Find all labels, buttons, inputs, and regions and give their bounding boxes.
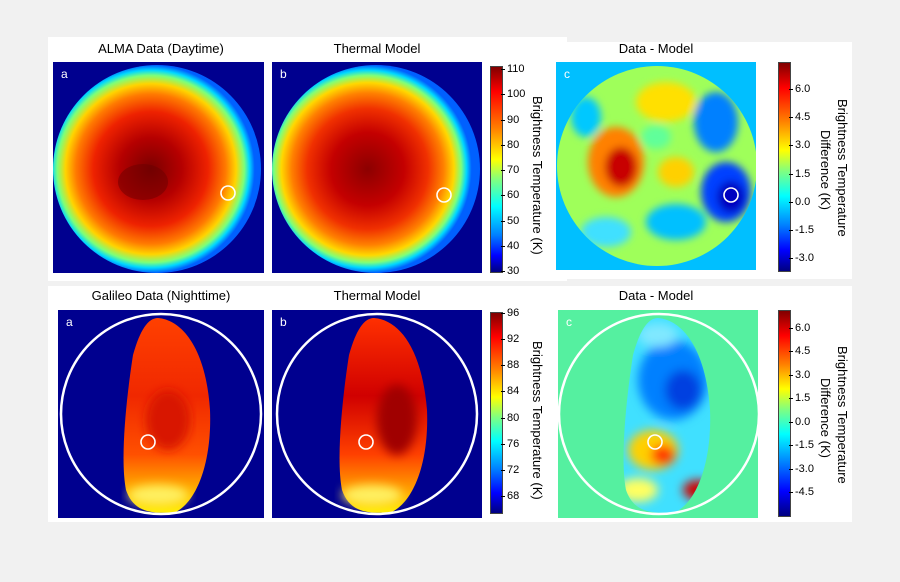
bottom-colorbar-temperature-tickmark	[501, 313, 505, 314]
bottom-colorbar-difference-tickmark	[789, 468, 793, 470]
bottom-panel-a-label: a	[66, 315, 73, 329]
bottom-panel-b-model-map: b	[272, 310, 482, 518]
top-colorbar-temperature-tick-label: 100	[507, 88, 526, 101]
top-panel-b-label: b	[280, 67, 287, 81]
top-colorbar-difference-tickmark	[789, 89, 793, 90]
bottom-colorbar-difference-tick-label: 6.0	[795, 322, 811, 334]
top-colorbar-temperature-tickmark	[501, 69, 505, 70]
bottom-colorbar-difference-tick-label: 0.0	[795, 415, 811, 428]
top-panel-a-alma-map: a	[53, 62, 264, 273]
top-colorbar-temperature-tickmark	[501, 144, 505, 146]
top-colorbar-temperature-tickmark	[501, 195, 505, 197]
top-colorbar-temperature-tickmark	[501, 94, 505, 96]
top-colorbar-difference-tick-label: 6.0	[795, 83, 811, 95]
top-colorbar-difference-tickmark	[789, 258, 793, 259]
top-colorbar-temperature-tick-label: 50	[507, 214, 520, 227]
top-colorbar-difference-tick-label: -1.5	[795, 223, 814, 236]
top-colorbar-temperature-tick-label: 30	[507, 265, 520, 277]
bottom-colorbar-temperature-tickmark	[501, 339, 505, 341]
bottom-panel-c-difference-map: c	[558, 310, 758, 518]
bottom-colorbar-difference-tickmark	[789, 374, 793, 376]
bottom-title-c: Data - Model	[618, 288, 694, 303]
bottom-colorbar-temperature-tick-label: 76	[507, 437, 520, 450]
top-title-a: ALMA Data (Daytime)	[98, 41, 224, 56]
bottom-panel-b-label: b	[280, 315, 287, 329]
bottom-colorbar-temperature-tick-label: 72	[507, 463, 520, 476]
bottom-colorbar-temperature-tick-label: 92	[507, 333, 520, 346]
bottom-colorbar-difference	[778, 310, 791, 517]
bottom-colorbar-temperature-tick-label: 96	[507, 307, 520, 319]
top-panel-a-label: a	[61, 67, 68, 81]
top-colorbar-difference-tickmark	[789, 201, 793, 203]
bottom-colorbar-temperature	[490, 312, 503, 514]
bottom-colorbar-temperature-tickmark	[501, 391, 505, 393]
bottom-colorbar-temperature-tickmark	[501, 365, 505, 367]
bottom-colorbar-difference-label-1: Brightness Temperature	[835, 346, 850, 484]
top-colorbar-temperature-tick-label: 60	[507, 189, 520, 202]
bottom-colorbar-difference-tickmark	[789, 445, 793, 447]
top-colorbar-difference-label-2: Difference (K)	[818, 130, 833, 210]
bottom-colorbar-difference-tick-label: -1.5	[795, 439, 814, 452]
top-title-c: Data - Model	[618, 41, 694, 56]
top-panel-c-label: c	[564, 67, 570, 81]
top-colorbar-temperature	[490, 66, 503, 273]
bottom-colorbar-temperature-tickmark	[501, 496, 505, 497]
top-colorbar-difference-tick-label: 4.5	[795, 111, 811, 124]
top-colorbar-temperature-tickmark	[501, 119, 505, 121]
top-colorbar-temperature-tick-label: 70	[507, 164, 520, 176]
bottom-colorbar-difference-tick-label: -3.0	[795, 462, 814, 475]
bottom-title-b: Thermal Model	[333, 288, 421, 303]
bottom-colorbar-temperature-label: Brightness Temperature (K)	[530, 340, 545, 500]
bottom-colorbar-difference-tickmark	[789, 351, 793, 353]
bottom-colorbar-temperature-tick-label: 80	[507, 411, 520, 424]
bottom-colorbar-temperature-tick-label: 88	[507, 359, 520, 372]
top-colorbar-difference-tick-label: -3.0	[795, 252, 814, 264]
top-panel-b-model-map: b	[272, 62, 482, 273]
bottom-title-a: Galileo Data (Nighttime)	[91, 288, 231, 303]
bottom-colorbar-difference-tickmark	[789, 328, 793, 329]
top-colorbar-difference	[778, 62, 791, 272]
top-colorbar-temperature-tick-label: 80	[507, 138, 520, 151]
top-colorbar-temperature-tickmark	[501, 170, 505, 171]
bottom-colorbar-difference-tickmark	[789, 492, 793, 493]
bottom-colorbar-difference-label-2: Difference (K)	[818, 378, 833, 458]
top-panel-c-difference-map: c	[556, 62, 756, 270]
top-title-b: Thermal Model	[333, 41, 421, 56]
bottom-colorbar-difference-tickmark	[789, 398, 793, 400]
top-colorbar-temperature-tickmark	[501, 220, 505, 222]
bottom-colorbar-difference-tick-label: -4.5	[795, 486, 814, 498]
top-colorbar-difference-tick-label: 1.5	[795, 167, 811, 180]
top-colorbar-difference-label-1: Brightness Temperature	[835, 99, 850, 237]
bottom-colorbar-difference-tick-label: 1.5	[795, 392, 811, 405]
top-colorbar-difference-tick-label: 3.0	[795, 139, 811, 152]
top-colorbar-difference-tick-label: 0.0	[795, 195, 811, 208]
top-colorbar-temperature-tick-label: 40	[507, 239, 520, 252]
top-colorbar-difference-tickmark	[789, 117, 793, 119]
bottom-colorbar-temperature-tick-label: 68	[507, 490, 520, 502]
top-colorbar-temperature-tick-label: 90	[507, 113, 520, 126]
bottom-colorbar-difference-tick-label: 3.0	[795, 368, 811, 381]
bottom-panel-a-galileo-map: a	[58, 310, 264, 518]
top-colorbar-temperature-tick-label: 110	[507, 63, 525, 75]
bottom-colorbar-difference-tick-label: 4.5	[795, 345, 811, 358]
bottom-panel-c-label: c	[566, 315, 572, 329]
top-colorbar-temperature-tickmark	[501, 245, 505, 247]
top-colorbar-difference-tickmark	[789, 173, 793, 175]
bottom-colorbar-difference-tickmark	[789, 421, 793, 423]
bottom-colorbar-temperature-tick-label: 84	[507, 385, 520, 398]
top-colorbar-difference-tickmark	[789, 145, 793, 147]
top-colorbar-temperature-label: Brightness Temperature (K)	[530, 95, 545, 255]
bottom-colorbar-temperature-tickmark	[501, 469, 505, 471]
bottom-colorbar-temperature-tickmark	[501, 417, 505, 419]
top-colorbar-difference-tickmark	[789, 229, 793, 231]
bottom-colorbar-temperature-tickmark	[501, 443, 505, 445]
top-colorbar-temperature-tickmark	[501, 271, 505, 272]
